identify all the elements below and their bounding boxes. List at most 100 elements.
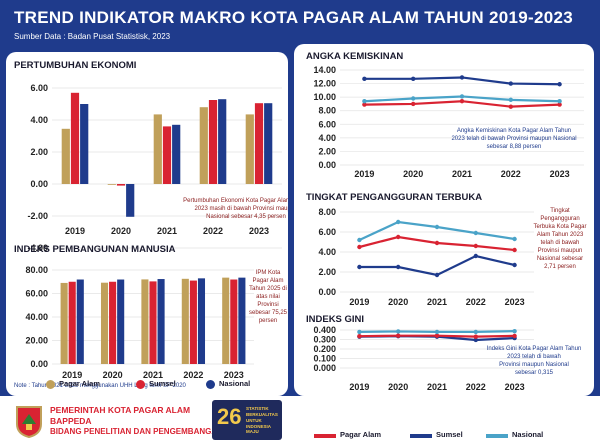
chart-pertumbuhan: 6.00 4.00 2.00 0.00 -2.00 -4.00 2019 2020 2021 20…	[27, 83, 288, 253]
point-1-2021	[459, 99, 465, 104]
legend-label-sumsel: Sumsel	[149, 379, 176, 388]
x-tick-label: 2023	[505, 297, 525, 307]
bar-pagar-alam-2021	[141, 279, 149, 364]
series-line-2	[358, 220, 515, 241]
x-tick-label: 2019	[65, 226, 85, 236]
chart-note: Angka Kemiskinan Kota Pagar Alam Tahun	[457, 128, 571, 134]
bar-sumsel-2021	[149, 281, 157, 364]
y-tick-label: 12.00	[313, 79, 336, 89]
footer: PEMERINTAH KOTA PAGAR ALAM BAPPEDA BIDAN…	[0, 396, 600, 446]
bar-pagar-alam-2021	[153, 114, 162, 184]
y-tick-label: 4.00	[318, 133, 336, 143]
chart-note: persen	[259, 318, 277, 324]
y-tick-label: 0.00	[318, 287, 336, 297]
chart-note: Alam Tahun 2023	[537, 232, 584, 238]
point-2-2023	[557, 99, 562, 104]
bar-pagar-alam-2022	[199, 107, 208, 184]
statistics-badge: 26 STATISTIK BERKUALITAS UNTUK INDONESIA…	[212, 400, 282, 440]
chart-note: sebesar 75,25	[249, 310, 288, 316]
x-tick-label: 2022	[501, 169, 521, 179]
badge-number: 26	[217, 404, 242, 429]
chart-note: 2023 telah di bawah Provinsi maupun Nasi…	[451, 136, 576, 142]
point-1-2019	[357, 333, 362, 339]
bar-nasional-2022	[218, 99, 227, 184]
city-emblem	[14, 404, 44, 439]
line-legend-label-sumsel: Sumsel	[436, 430, 463, 439]
right-card: ANGKA KEMISKINAN 14.00 12.00 10.00 8.00 6.00…	[294, 44, 594, 396]
bar-sumsel-2020	[109, 281, 117, 364]
point-2-2022	[473, 230, 478, 236]
point-2-2023	[512, 328, 517, 334]
point-2-2019	[357, 329, 362, 335]
point-2-2020	[396, 219, 401, 225]
badge-text-4: INDONESIA MAJU	[246, 424, 271, 434]
bar-nasional-2019	[80, 104, 89, 184]
bar-nasional-2020	[126, 184, 135, 217]
point-1-2023	[557, 102, 562, 107]
point-1-2020	[411, 101, 416, 107]
page-subtitle: Sumber Data : Badan Pusat Statistisk, 20…	[14, 32, 171, 41]
bar-nasional-2023	[264, 103, 273, 184]
x-tick-label: 2021	[157, 226, 177, 236]
left-card: PERTUMBUHAN EKONOMI 6.00 4.00 2.00 0.00 -2.0…	[6, 52, 288, 396]
chart-note: Terbuka Kota Pagar	[533, 224, 586, 230]
x-tick-label: 2021	[143, 370, 163, 380]
panel-title-tpt: TINGKAT PENGANGGURAN TERBUKA	[306, 192, 483, 203]
bar-sumsel-2022	[208, 100, 218, 184]
badge-text-1: STATISTIK	[246, 406, 269, 411]
legend-swatch-sumsel	[136, 380, 145, 389]
legend-swatch-nasional	[206, 380, 215, 389]
x-tick-label: 2023	[224, 370, 244, 380]
bar-sumsel-2023	[254, 103, 264, 184]
y-tick-label: 6.00	[318, 119, 336, 129]
bar-sumsel-2021	[162, 126, 172, 184]
y-tick-label: 10.00	[313, 92, 336, 102]
x-tick-label: 2019	[62, 370, 82, 380]
point-2-2019	[362, 99, 367, 104]
chart-note: Pengangguran	[540, 216, 579, 222]
bar-nasional-2022	[197, 278, 206, 364]
x-tick-label: 2019	[349, 297, 369, 307]
bar-pagar-alam-2019	[61, 128, 70, 184]
chart-note: IPM Kota	[256, 270, 281, 276]
point-0-2021	[459, 75, 465, 80]
point-1-2023	[512, 333, 517, 339]
y-tick-label: 6.00	[318, 227, 336, 237]
point-1-2022	[508, 104, 513, 109]
bar-pagar-alam-2020	[107, 184, 116, 185]
y-tick-label: 0.00	[30, 179, 48, 189]
point-1-2022	[473, 334, 478, 339]
x-tick-label: 2020	[388, 382, 408, 392]
x-tick-label: 2023	[505, 382, 525, 392]
y-tick-label: 4.00	[318, 247, 336, 257]
point-2-2022	[473, 329, 478, 335]
point-2-2021	[459, 94, 465, 99]
org-agency: BAPPEDA	[50, 416, 92, 426]
bar-pagar-alam-2023	[245, 114, 254, 184]
y-tick-label: 20.00	[25, 336, 48, 346]
chart-note: Pagar Alam	[252, 278, 283, 284]
bar-sumsel-2023	[230, 279, 238, 364]
chart-note: Provinsi maupun Nasional	[499, 362, 569, 368]
y-tick-label: 60.00	[25, 289, 48, 299]
x-tick-label: 2023	[550, 169, 570, 179]
bar-pagar-alam-2023	[222, 277, 230, 364]
point-0-2022	[508, 81, 513, 86]
bar-sumsel-2020	[116, 184, 126, 186]
y-tick-label: 8.00	[318, 106, 336, 116]
x-tick-label: 2023	[249, 226, 269, 236]
x-tick-label: 2020	[103, 370, 123, 380]
badge-text-2: BERKUALITAS	[246, 412, 278, 417]
x-tick-label: 2020	[388, 297, 408, 307]
panel-title-gini: INDEKS GINI	[306, 314, 365, 325]
chart-note: telah di bawah	[541, 240, 580, 246]
y-tick-label: 0.00	[318, 160, 336, 170]
point-1-2019	[362, 102, 367, 107]
point-2-2021	[434, 329, 440, 335]
bar-sumsel-2022	[189, 280, 197, 364]
panel-title-pertumbuhan: PERTUMBUHAN EKONOMI	[14, 60, 137, 71]
y-tick-label: 40.00	[25, 312, 48, 322]
chart-note: Nasional sebesar	[537, 256, 583, 262]
point-0-2023	[512, 262, 517, 268]
